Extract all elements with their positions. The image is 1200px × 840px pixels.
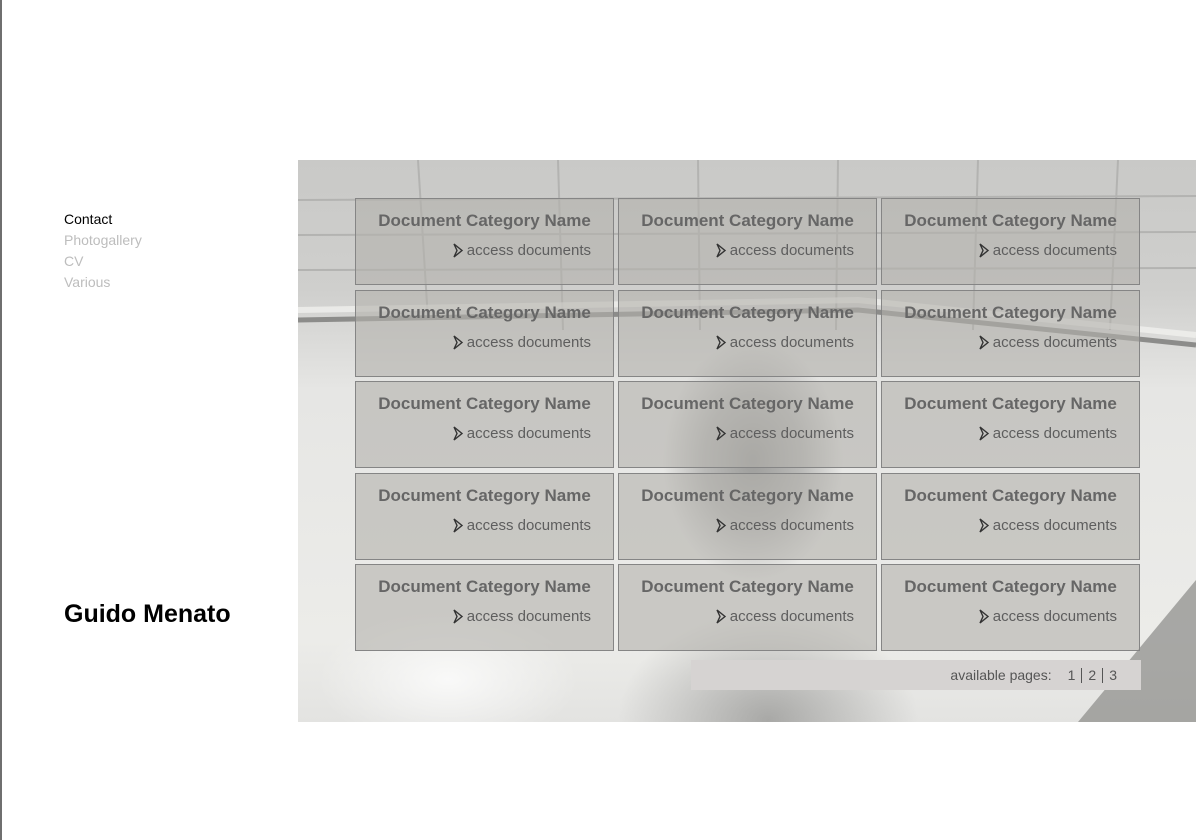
category-card[interactable]: Document Category Name access documents (355, 198, 614, 285)
chevron-right-icon (716, 243, 726, 258)
access-documents-label: access documents (992, 425, 1117, 442)
chevron-right-icon (979, 243, 989, 258)
category-card[interactable]: Document Category Name access documents (881, 289, 1140, 377)
category-title: Document Category Name (641, 485, 854, 505)
access-documents-label: access documents (466, 608, 591, 625)
category-card[interactable]: Document Category Name access documents (355, 289, 614, 377)
nav-item-contact[interactable]: Contact (64, 211, 113, 227)
category-title: Document Category Name (378, 394, 591, 413)
category-title: Document Category Name (641, 302, 854, 322)
access-documents-label: access documents (729, 516, 854, 534)
left-border (0, 0, 2, 840)
nav-item-various[interactable]: Various (64, 274, 111, 290)
category-title: Document Category Name (378, 211, 591, 230)
access-documents-link[interactable]: access documents (453, 608, 591, 625)
access-documents-link[interactable]: access documents (979, 242, 1117, 259)
access-documents-link[interactable]: access documents (716, 242, 854, 259)
main-nav: Contact Photogallery CV Various (64, 209, 142, 293)
chevron-right-icon (979, 517, 989, 533)
category-title: Document Category Name (378, 485, 591, 505)
category-card[interactable]: Document Category Name access documents (618, 289, 877, 377)
access-documents-label: access documents (466, 516, 591, 534)
access-documents-link[interactable]: access documents (979, 334, 1117, 351)
access-documents-label: access documents (466, 242, 591, 259)
access-documents-label: access documents (466, 333, 591, 351)
access-documents-label: access documents (729, 608, 854, 625)
page-separator (1102, 667, 1104, 683)
category-title: Document Category Name (378, 302, 591, 322)
category-card[interactable]: Document Category Name access documents (355, 472, 614, 560)
access-documents-label: access documents (466, 425, 591, 442)
category-title: Document Category Name (904, 577, 1117, 596)
category-card[interactable]: Document Category Name access documents (618, 564, 877, 651)
chevron-right-icon (979, 334, 989, 350)
access-documents-link[interactable]: access documents (453, 517, 591, 534)
chevron-right-icon (716, 609, 726, 624)
category-title: Document Category Name (904, 302, 1117, 322)
page-link-1[interactable]: 1 (1067, 667, 1076, 683)
chevron-right-icon (453, 334, 463, 350)
nav-item-photogallery[interactable]: Photogallery (64, 232, 142, 248)
chevron-right-icon (716, 517, 726, 533)
access-documents-link[interactable]: access documents (453, 242, 591, 259)
chevron-right-icon (979, 426, 989, 441)
category-title: Document Category Name (904, 485, 1117, 505)
access-documents-link[interactable]: access documents (979, 608, 1117, 625)
category-title: Document Category Name (378, 577, 591, 596)
document-category-grid: Document Category Name access documents … (355, 198, 1140, 651)
pagination-label: available pages: (950, 667, 1052, 683)
category-card[interactable]: Document Category Name access documents (881, 198, 1140, 285)
chevron-right-icon (453, 243, 463, 258)
category-card[interactable]: Document Category Name access documents (881, 381, 1140, 468)
category-title: Document Category Name (641, 577, 854, 596)
category-card[interactable]: Document Category Name access documents (618, 198, 877, 285)
access-documents-label: access documents (992, 608, 1117, 625)
category-card[interactable]: Document Category Name access documents (881, 472, 1140, 560)
access-documents-label: access documents (992, 516, 1117, 534)
chevron-right-icon (453, 426, 463, 441)
access-documents-link[interactable]: access documents (453, 425, 591, 442)
access-documents-label: access documents (729, 333, 854, 351)
category-title: Document Category Name (904, 394, 1117, 413)
page-separator (1081, 667, 1083, 683)
access-documents-link[interactable]: access documents (453, 334, 591, 351)
access-documents-label: access documents (992, 242, 1117, 259)
access-documents-link[interactable]: access documents (716, 608, 854, 625)
chevron-right-icon (716, 334, 726, 350)
access-documents-label: access documents (729, 425, 854, 442)
category-card[interactable]: Document Category Name access documents (881, 564, 1140, 651)
access-documents-link[interactable]: access documents (716, 425, 854, 442)
page-link-3[interactable]: 3 (1109, 667, 1117, 683)
category-title: Document Category Name (641, 211, 854, 230)
nav-item-cv[interactable]: CV (64, 253, 84, 269)
category-card[interactable]: Document Category Name access documents (355, 564, 614, 651)
access-documents-link[interactable]: access documents (716, 517, 854, 534)
category-card[interactable]: Document Category Name access documents (618, 381, 877, 468)
site-name: Guido Menato (64, 600, 231, 628)
access-documents-link[interactable]: access documents (979, 425, 1117, 442)
chevron-right-icon (979, 609, 989, 624)
chevron-right-icon (453, 517, 463, 533)
chevron-right-icon (716, 426, 726, 441)
access-documents-label: access documents (992, 333, 1117, 351)
category-card[interactable]: Document Category Name access documents (618, 472, 877, 560)
chevron-right-icon (453, 609, 463, 624)
pagination-bar: available pages: 1 2 3 (691, 660, 1141, 690)
access-documents-label: access documents (729, 242, 854, 259)
category-card[interactable]: Document Category Name access documents (355, 381, 614, 468)
access-documents-link[interactable]: access documents (979, 517, 1117, 534)
page-link-2[interactable]: 2 (1088, 667, 1097, 683)
category-title: Document Category Name (904, 211, 1117, 230)
access-documents-link[interactable]: access documents (716, 334, 854, 351)
category-title: Document Category Name (641, 394, 854, 413)
